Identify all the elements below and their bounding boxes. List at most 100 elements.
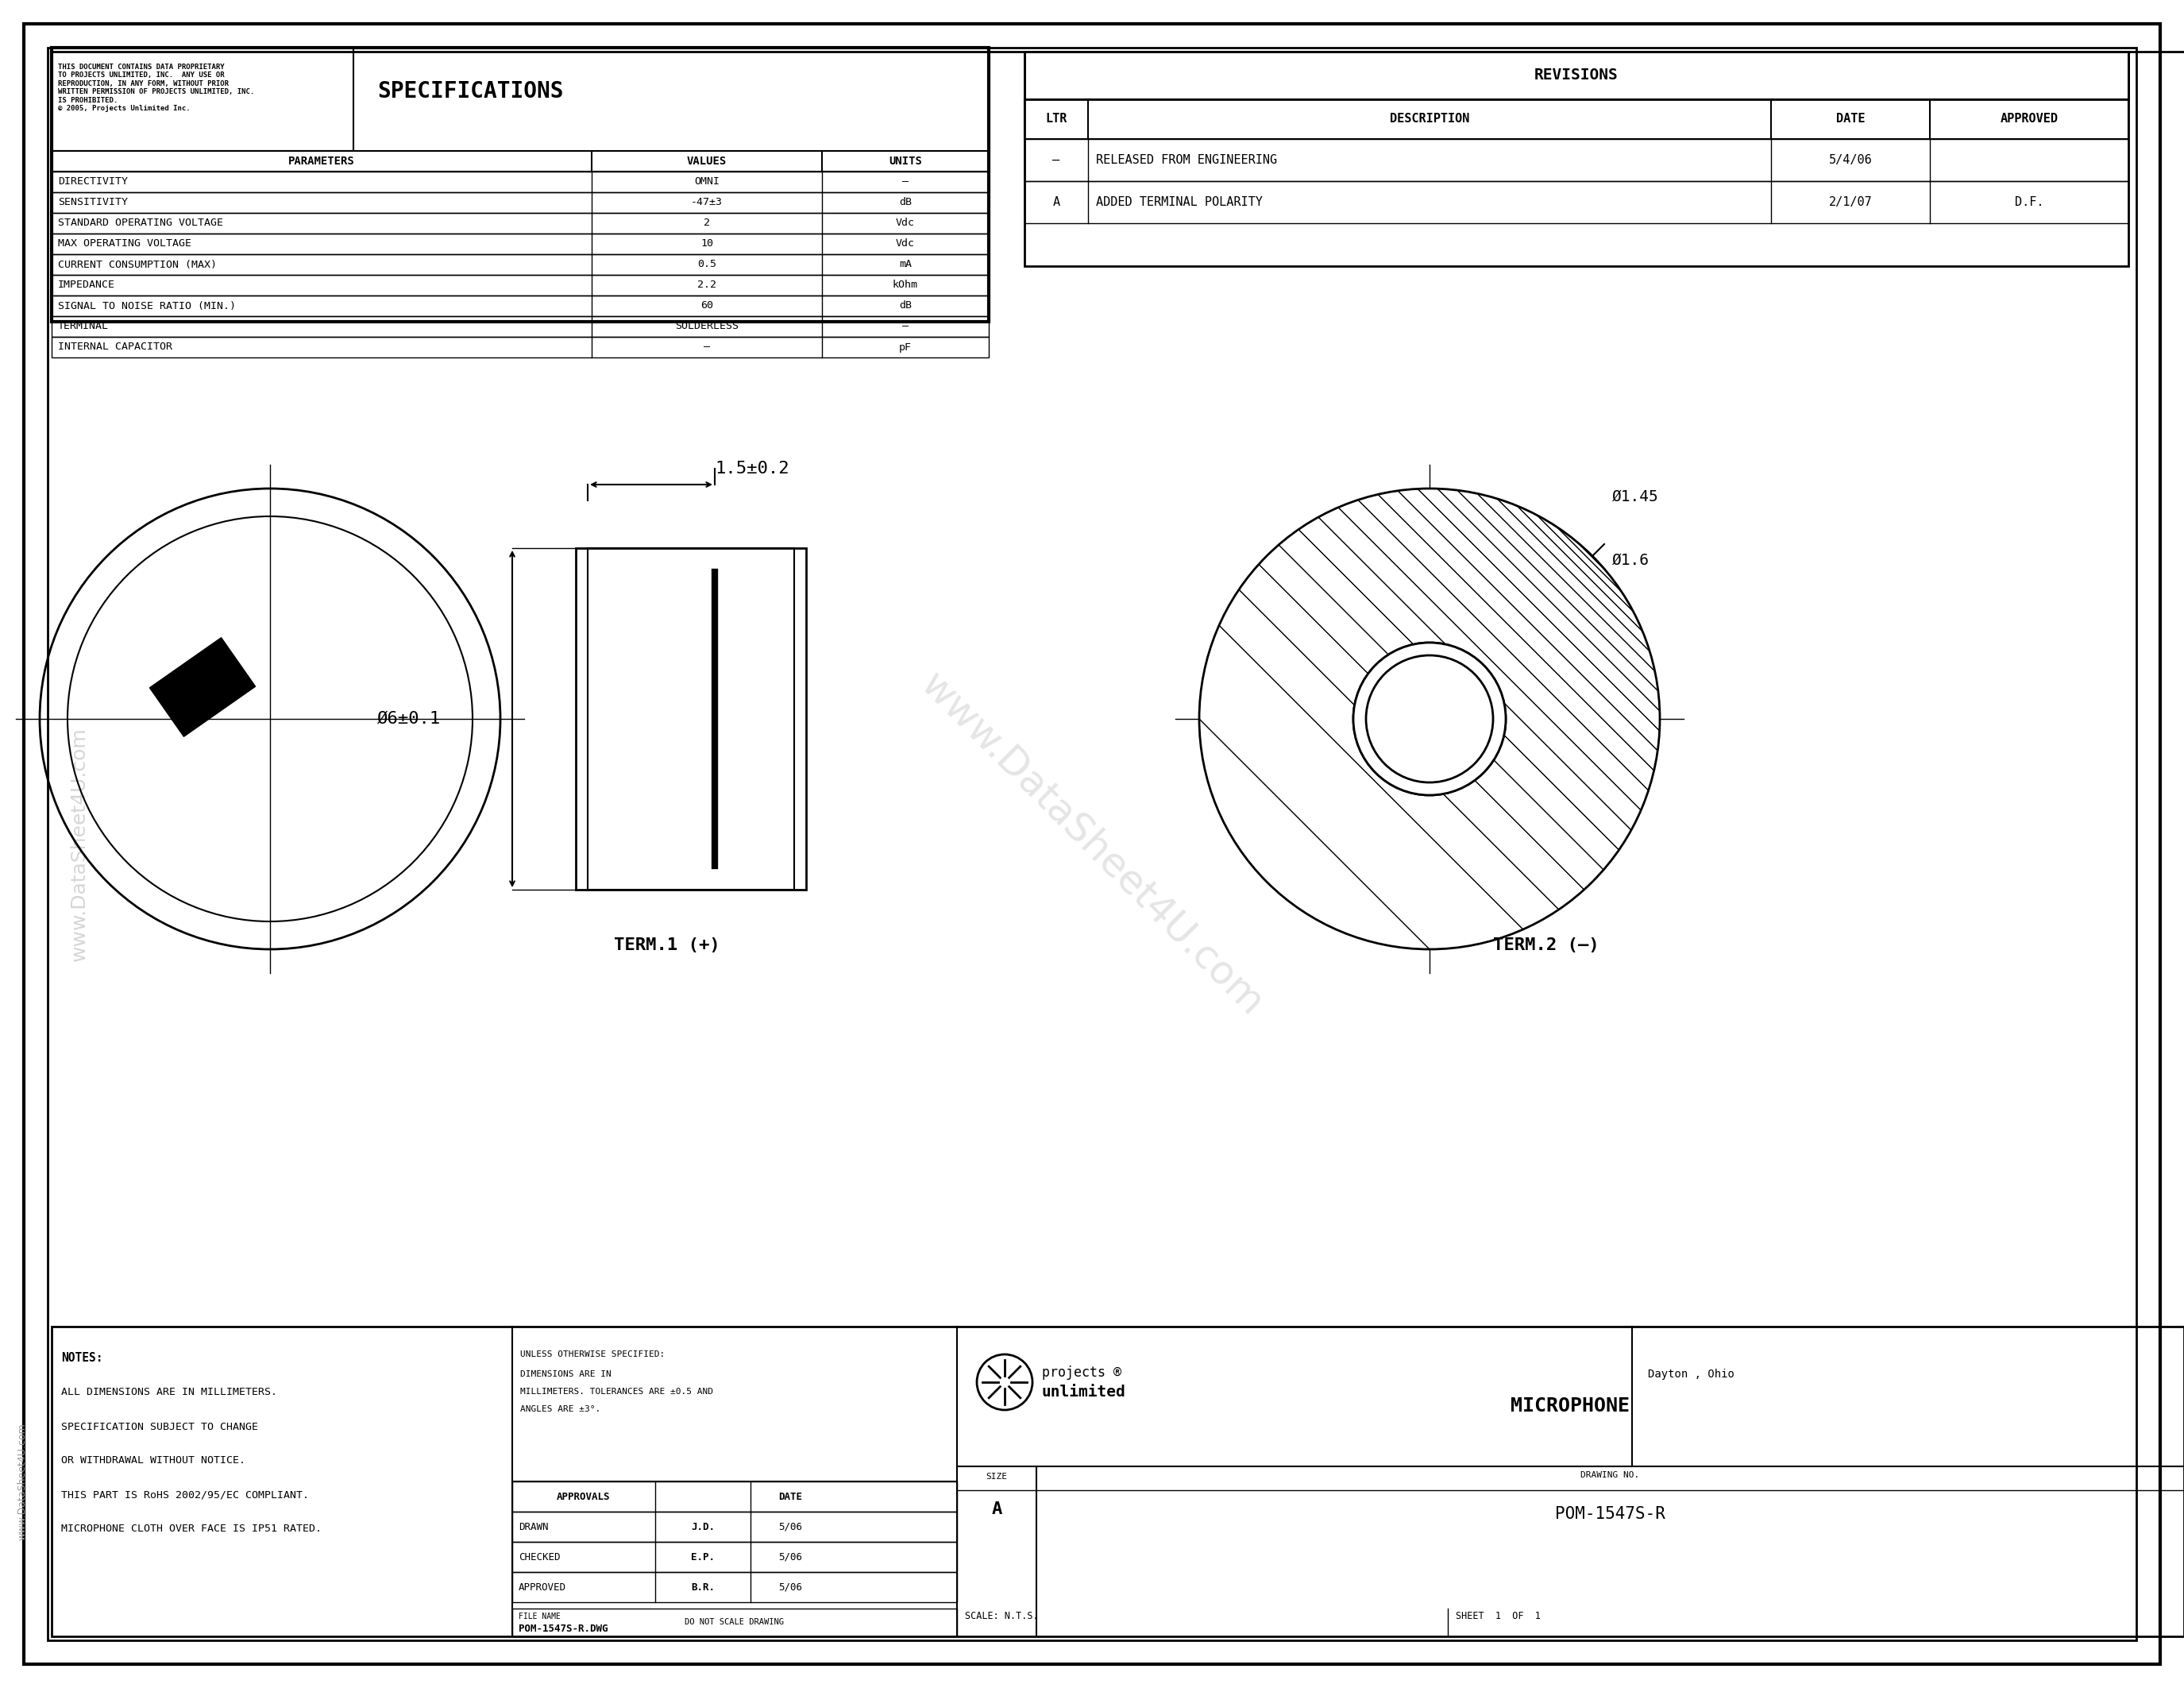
Text: DIMENSIONS ARE IN: DIMENSIONS ARE IN <box>520 1371 612 1377</box>
Text: 2/1/07: 2/1/07 <box>1828 196 1872 208</box>
Text: OMNI: OMNI <box>695 177 719 187</box>
Bar <box>513 1541 957 1572</box>
Text: 0.5: 0.5 <box>697 260 716 270</box>
Text: TERM.2 (–): TERM.2 (–) <box>1494 937 1599 954</box>
Text: Ø1.45: Ø1.45 <box>1612 490 1660 505</box>
Text: DATE: DATE <box>1837 113 1865 125</box>
Text: SENSITIVITY: SENSITIVITY <box>59 197 129 208</box>
Text: 5/06: 5/06 <box>778 1582 802 1592</box>
Text: DIRECTIVITY: DIRECTIVITY <box>59 177 129 187</box>
Bar <box>513 1609 957 1636</box>
Text: POM-1547S-R: POM-1547S-R <box>1555 1506 1666 1521</box>
Text: CHECKED: CHECKED <box>518 1551 561 1561</box>
Text: projects ®: projects ® <box>1042 1366 1120 1379</box>
Text: REVISIONS: REVISIONS <box>1535 68 1618 83</box>
Text: SHEET  1  OF  1: SHEET 1 OF 1 <box>1457 1610 1540 1620</box>
Text: UNLESS OTHERWISE SPECIFIED:: UNLESS OTHERWISE SPECIFIED: <box>520 1350 664 1359</box>
Text: SIZE: SIZE <box>985 1474 1007 1480</box>
Bar <box>52 192 989 213</box>
Text: kOhm: kOhm <box>893 280 917 290</box>
Text: –: – <box>1053 154 1059 165</box>
Circle shape <box>1365 655 1494 783</box>
Text: A: A <box>992 1502 1002 1518</box>
Text: 2: 2 <box>703 218 710 228</box>
Bar <box>52 255 989 275</box>
Text: MICROPHONE CLOTH OVER FACE IS IP51 RATED.: MICROPHONE CLOTH OVER FACE IS IP51 RATED… <box>61 1524 321 1534</box>
Text: B.R.: B.R. <box>690 1582 714 1592</box>
Text: J.D.: J.D. <box>690 1521 714 1533</box>
Text: APPROVALS: APPROVALS <box>557 1492 612 1502</box>
Text: Vdc: Vdc <box>895 238 915 250</box>
Text: D.F.: D.F. <box>2014 196 2044 208</box>
Text: mA: mA <box>900 260 911 270</box>
Text: DO NOT SCALE DRAWING: DO NOT SCALE DRAWING <box>686 1619 784 1626</box>
Text: OR WITHDRAWAL WITHOUT NOTICE.: OR WITHDRAWAL WITHOUT NOTICE. <box>61 1455 245 1465</box>
Text: APPROVED: APPROVED <box>2001 113 2057 125</box>
Bar <box>151 638 256 736</box>
Text: TERMINAL: TERMINAL <box>59 321 109 331</box>
Bar <box>52 47 354 150</box>
Bar <box>1024 100 2129 138</box>
Text: unlimited: unlimited <box>1042 1384 1127 1399</box>
Text: NOTES:: NOTES: <box>61 1352 103 1364</box>
Bar <box>1024 52 2129 100</box>
Text: 5/06: 5/06 <box>778 1521 802 1533</box>
Bar <box>52 316 989 338</box>
Bar <box>52 1327 2184 1636</box>
Bar <box>577 549 806 890</box>
Text: LTR: LTR <box>1046 113 1068 125</box>
Circle shape <box>1354 643 1505 795</box>
Text: FILE NAME: FILE NAME <box>518 1612 561 1620</box>
Text: www.DataSheet4U.com: www.DataSheet4U.com <box>70 728 90 962</box>
Text: 10: 10 <box>701 238 714 250</box>
Bar <box>587 549 795 890</box>
Text: SPECIFICATIONS: SPECIFICATIONS <box>378 81 563 103</box>
Text: POM-1547S-R.DWG: POM-1547S-R.DWG <box>518 1624 607 1634</box>
Text: Ø6±0.1: Ø6±0.1 <box>378 711 441 728</box>
Text: dB: dB <box>900 197 911 208</box>
Text: TERM.1 (+): TERM.1 (+) <box>614 937 721 954</box>
Text: 1.5±0.2: 1.5±0.2 <box>714 461 788 476</box>
Circle shape <box>1199 488 1660 949</box>
Text: pF: pF <box>900 343 911 353</box>
Text: MICROPHONE: MICROPHONE <box>1511 1396 1629 1416</box>
Bar <box>1024 52 2129 267</box>
Text: MILLIMETERS. TOLERANCES ARE ±0.5 AND: MILLIMETERS. TOLERANCES ARE ±0.5 AND <box>520 1388 714 1396</box>
Text: 5/4/06: 5/4/06 <box>1828 154 1872 165</box>
Text: THIS PART IS RoHS 2002/95/EC COMPLIANT.: THIS PART IS RoHS 2002/95/EC COMPLIANT. <box>61 1491 308 1501</box>
Bar <box>52 47 989 322</box>
Text: SOLDERLESS: SOLDERLESS <box>675 321 738 331</box>
Text: SIGNAL TO NOISE RATIO (MIN.): SIGNAL TO NOISE RATIO (MIN.) <box>59 300 236 311</box>
Text: ANGLES ARE ±3°.: ANGLES ARE ±3°. <box>520 1404 601 1413</box>
Bar <box>513 1512 957 1541</box>
Bar <box>1024 138 2129 181</box>
Text: -47±3: -47±3 <box>690 197 723 208</box>
Bar <box>513 1482 957 1512</box>
Bar <box>52 233 989 255</box>
Text: Ø1.6: Ø1.6 <box>1612 552 1649 567</box>
Text: UNITS: UNITS <box>889 155 922 167</box>
Bar <box>52 172 989 192</box>
Text: INTERNAL CAPACITOR: INTERNAL CAPACITOR <box>59 343 173 353</box>
Text: RELEASED FROM ENGINEERING: RELEASED FROM ENGINEERING <box>1096 154 1278 165</box>
Text: A: A <box>1053 196 1059 208</box>
Circle shape <box>1354 643 1505 795</box>
Circle shape <box>1365 655 1494 783</box>
Text: ALL DIMENSIONS ARE IN MILLIMETERS.: ALL DIMENSIONS ARE IN MILLIMETERS. <box>61 1388 277 1398</box>
Text: 2.2: 2.2 <box>697 280 716 290</box>
Text: –: – <box>703 343 710 353</box>
Bar <box>52 213 989 233</box>
Text: 5/06: 5/06 <box>778 1551 802 1561</box>
Bar <box>52 295 989 316</box>
Text: ADDED TERMINAL POLARITY: ADDED TERMINAL POLARITY <box>1096 196 1262 208</box>
Bar <box>513 1572 957 1602</box>
Bar <box>1024 181 2129 223</box>
Text: PARAMETERS: PARAMETERS <box>288 155 354 167</box>
Text: DESCRIPTION: DESCRIPTION <box>1389 113 1470 125</box>
Text: THIS DOCUMENT CONTAINS DATA PROPRIETARY
TO PROJECTS UNLIMITED, INC.  ANY USE OR
: THIS DOCUMENT CONTAINS DATA PROPRIETARY … <box>59 64 253 111</box>
Text: Vdc: Vdc <box>895 218 915 228</box>
Text: IMPEDANCE: IMPEDANCE <box>59 280 116 290</box>
Text: APPROVED: APPROVED <box>518 1582 566 1592</box>
Text: SPECIFICATION SUBJECT TO CHANGE: SPECIFICATION SUBJECT TO CHANGE <box>61 1421 258 1431</box>
Text: E.P.: E.P. <box>690 1551 714 1561</box>
